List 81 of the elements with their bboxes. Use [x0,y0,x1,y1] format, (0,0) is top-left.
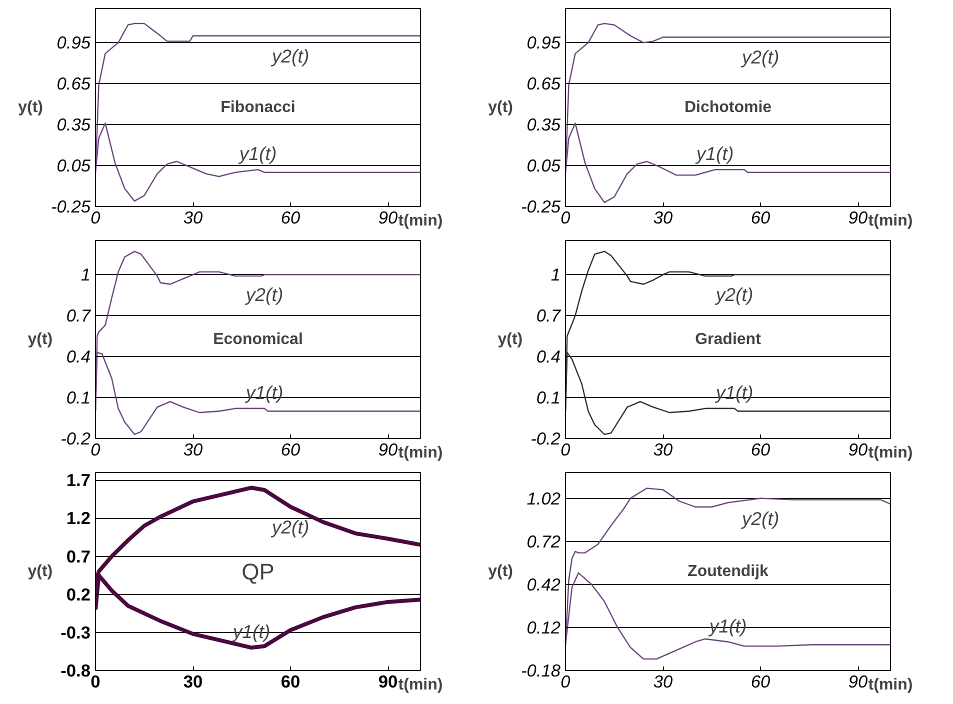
x-tick-label: 60 [280,672,300,692]
x-tick-label: 0 [560,672,571,692]
y-tick-label: 0.4 [536,346,561,367]
x-tick-label: 0 [560,440,571,460]
series-label: y2(t) [740,46,780,68]
y-tick-label: 0.12 [526,617,561,638]
y-tick-label: -0.25 [51,196,91,216]
x-tick-label: 90 [378,208,398,228]
y-tick-label: 1.7 [66,470,91,490]
x-axis-title: t(min) [398,212,443,230]
y-tick-label: -0.2 [530,428,561,448]
x-tick-label: 90 [378,672,398,692]
x-axis-title: t(min) [868,212,913,230]
y-tick-label: 0.05 [56,156,91,176]
y-axis-title: y(t) [488,563,514,580]
y-tick-label: -0.25 [521,196,561,216]
y-axis-title: y(t) [18,99,44,116]
y-tick-label: -0.18 [521,660,561,680]
y-axis-title: y(t) [498,331,523,348]
x-tick-label: 0 [560,208,571,228]
x-tick-label: 30 [653,208,673,228]
y-tick-label: 0.7 [536,306,562,326]
x-tick-label: 90 [848,672,868,692]
y-tick-label: -0.3 [60,622,91,642]
text: Economical [213,331,303,348]
y-tick-label: 0.05 [526,156,561,176]
y-axis-title: y(t) [28,331,53,348]
y-tick-label: 0.1 [66,388,91,408]
x-axis-title: t(min) [398,676,443,694]
x-tick-label: 60 [750,208,770,228]
x-tick-label: 0 [90,208,101,228]
y-tick-label: 0.65 [56,74,91,94]
x-tick-label: 60 [280,208,300,228]
x-tick-label: 30 [183,440,203,460]
x-tick-label: 0 [90,440,101,460]
text: QP [242,558,274,584]
text: Zoutendijk [688,563,769,580]
x-tick-label: 90 [848,440,868,460]
y-tick-label: 0.7 [66,306,92,326]
y-tick-label: 0.35 [526,114,561,135]
y-axis-title: y(t) [28,563,53,580]
y-tick-label: 0.95 [56,32,91,53]
series-label: y2(t) [714,284,754,306]
x-tick-label: 60 [750,672,770,692]
text: Fibonacci [220,99,296,116]
x-tick-label: 90 [378,440,398,460]
series-label: y1(t) [237,143,277,164]
series-label: y2(t) [244,284,284,306]
text: Dichotomie [684,99,772,116]
y-tick-label: 0.2 [66,584,91,604]
y-tick-label: 0.95 [526,32,561,53]
y-tick-label: -0.2 [60,428,91,448]
y-tick-label: -0.8 [60,660,91,680]
x-tick-label: 30 [183,208,203,228]
series-label: y2(t) [740,508,780,529]
y-tick-label: 0.65 [526,74,561,94]
text: Gradient [695,331,762,348]
x-tick-label: 30 [653,440,673,460]
series-label: y2(t) [270,516,310,538]
y-tick-label: 1 [80,264,91,285]
x-tick-label: 60 [280,440,300,460]
x-tick-label: 0 [90,672,100,692]
y-tick-label: 0.35 [56,114,91,135]
y-tick-label: 1 [550,264,561,285]
x-axis-title: t(min) [868,444,913,462]
y-axis-title: y(t) [488,99,514,116]
y-tick-label: 0.1 [536,388,561,408]
x-axis-title: t(min) [868,676,913,694]
y-tick-label: 0.7 [66,546,91,566]
x-tick-label: 90 [848,208,868,228]
x-tick-label: 30 [183,672,203,692]
y-tick-label: 1.02 [526,488,561,508]
x-tick-label: 60 [750,440,770,460]
series-label: y1(t) [694,143,734,164]
series-label: y2(t) [270,45,310,66]
y-tick-label: 0.72 [526,531,561,552]
y-tick-label: 0.42 [526,574,561,594]
y-tick-label: 1.2 [66,508,91,528]
x-axis-title: t(min) [398,444,443,462]
x-tick-label: 30 [653,672,673,692]
y-tick-label: 0.4 [66,346,91,367]
